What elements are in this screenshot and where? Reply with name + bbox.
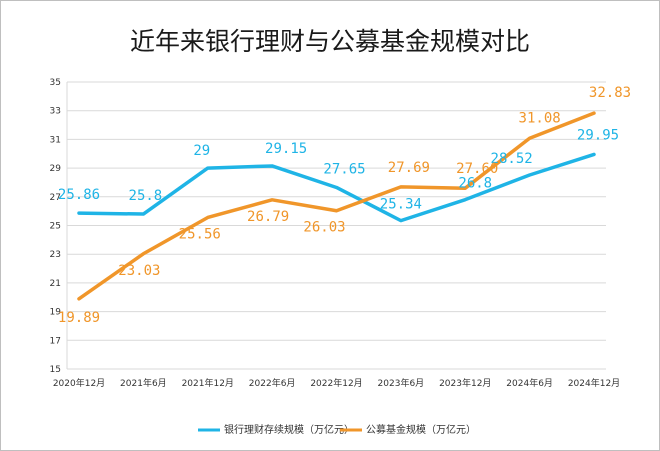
x-tick-label: 2023年6月 <box>378 377 425 389</box>
data-label: 25.86 <box>58 187 100 203</box>
x-tick-label: 2022年6月 <box>249 377 296 389</box>
legend-entry: 公募基金规模（万亿元） <box>366 423 476 436</box>
data-label: 28.52 <box>491 151 533 167</box>
x-tick-label: 2024年12月 <box>568 377 620 389</box>
x-axis-ticks: 2020年12月 2021年6月 2021年12月 2022年6月 2022年12月 20… <box>53 377 620 389</box>
y-tick-label: 21 <box>50 279 61 289</box>
y-axis-ticks: 15 17 19 21 23 25 27 29 31 33 35 <box>50 78 62 375</box>
data-labels: 25.86 25.8 29 29.15 27.65 25.34 26.8 28.52 29.95… <box>58 85 631 326</box>
y-tick-label: 35 <box>50 78 61 88</box>
legend-entry: 银行理财存续规模（万亿元） <box>224 423 354 436</box>
x-tick-label: 2021年12月 <box>182 377 234 389</box>
legend: 银行理财存续规模（万亿元） 公募基金规模（万亿元） <box>198 423 476 436</box>
data-label: 26.03 <box>303 220 345 236</box>
data-label: 25.34 <box>380 197 422 213</box>
x-tick-label: 2022年12月 <box>310 377 362 389</box>
data-label: 23.03 <box>118 263 160 279</box>
y-tick-label: 33 <box>50 107 61 117</box>
data-label: 31.08 <box>519 110 561 126</box>
y-tick-label: 15 <box>50 365 61 375</box>
data-label: 26.79 <box>247 209 289 225</box>
data-label: 27.60 <box>456 161 498 177</box>
series-line-2 <box>77 111 596 301</box>
y-tick-label: 29 <box>50 164 62 174</box>
y-tick-label: 25 <box>50 222 61 232</box>
data-label: 26.8 <box>458 176 492 192</box>
grid-lines <box>66 81 606 370</box>
y-tick-label: 31 <box>50 135 61 145</box>
x-tick-label: 2020年12月 <box>53 377 105 389</box>
series-lines <box>77 111 596 301</box>
y-tick-label: 19 <box>50 308 62 318</box>
data-label: 25.56 <box>179 226 221 242</box>
data-label: 32.83 <box>589 85 631 101</box>
x-tick-label: 2021年6月 <box>120 377 167 389</box>
data-label: 27.65 <box>323 161 365 177</box>
y-tick-label: 17 <box>50 336 61 346</box>
chart-title: 近年来银行理财与公募基金规模对比 <box>129 27 530 56</box>
x-tick-label: 2023年12月 <box>439 377 491 389</box>
data-label: 19.89 <box>58 310 100 326</box>
data-label: 29 <box>193 143 210 159</box>
data-label: 29.15 <box>265 141 307 157</box>
data-label: 29.95 <box>577 127 619 143</box>
data-label: 25.8 <box>129 188 163 204</box>
x-tick-label: 2024年6月 <box>506 377 553 389</box>
series-line-1 <box>77 152 596 223</box>
y-tick-label: 27 <box>50 193 61 203</box>
y-tick-label: 23 <box>50 250 61 260</box>
data-label: 27.69 <box>388 160 430 176</box>
